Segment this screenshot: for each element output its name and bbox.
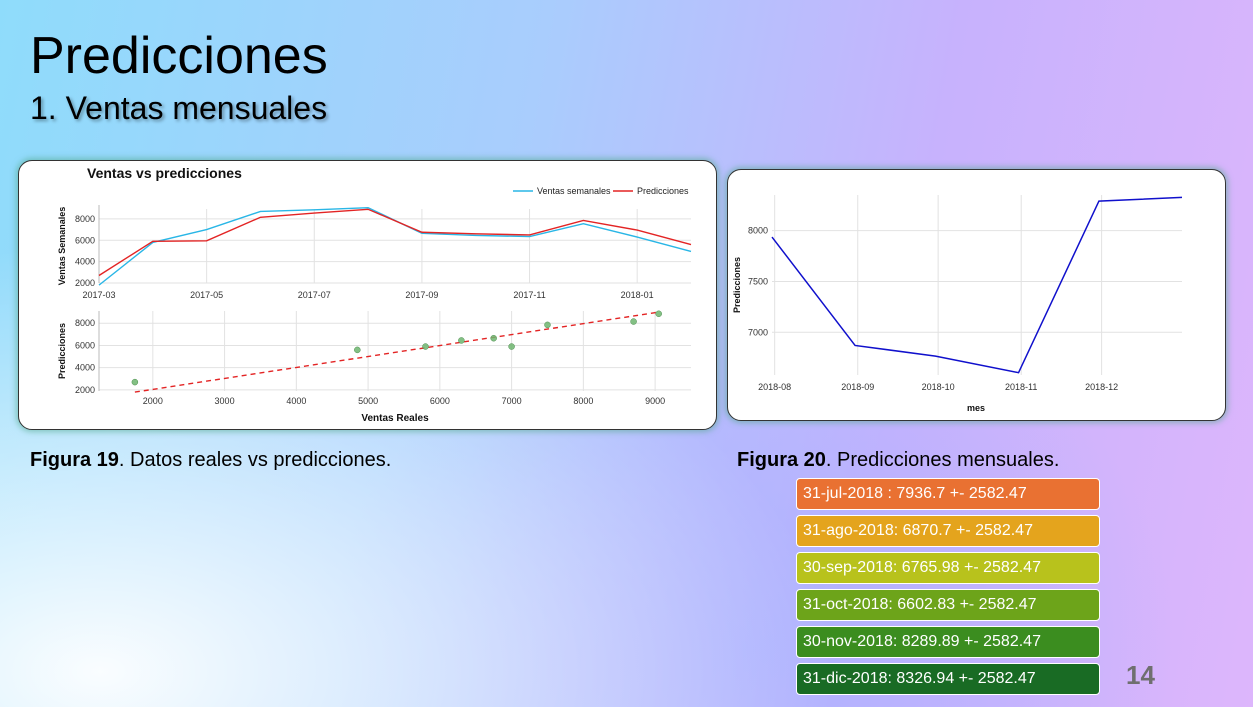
x-tick-label: 7000 (502, 396, 522, 406)
scatter-point (422, 343, 429, 350)
legend-entry: Predicciones (637, 186, 689, 196)
scatter-point (458, 337, 465, 344)
x-tick-label: 6000 (430, 396, 450, 406)
series-line (771, 196, 1183, 374)
x-tick-label: 5000 (358, 396, 378, 406)
x-tick-label: 2018-11 (1005, 382, 1037, 392)
x-tick-label: 2018-10 (922, 382, 955, 392)
prediction-item: 31-dic-2018: 8326.94 +- 2582.47 (796, 663, 1100, 695)
x-tick-label: 2018-08 (758, 382, 791, 392)
page-number: 14 (1126, 660, 1155, 690)
y-tick-label: 7500 (748, 276, 768, 286)
y-tick-label: 7000 (748, 327, 768, 337)
y-tick-label: 6000 (75, 235, 95, 245)
x-tick-label: 2017-11 (513, 290, 545, 300)
slide-title: Predicciones (30, 27, 328, 85)
trend-line (134, 311, 659, 393)
scatter-point (544, 321, 551, 329)
x-tick-label: 2018-12 (1085, 382, 1118, 392)
prediction-item: 31-jul-2018 : 7936.7 +- 2582.47 (796, 478, 1100, 510)
figure-20-label: Figura 20 (737, 449, 826, 471)
x-tick-label: 3000 (215, 396, 235, 406)
y-tick-label: 4000 (75, 363, 95, 373)
figure-20-caption: Figura 20. Predicciones mensuales. (737, 449, 1059, 472)
series-line (98, 208, 692, 277)
y-tick-label: 8000 (748, 226, 768, 236)
legend-entry: Ventas semanales (537, 186, 611, 196)
y-tick-label: 2000 (75, 385, 95, 395)
scatter-point (131, 378, 139, 386)
x-axis-label: Ventas Reales (361, 413, 429, 424)
y-tick-label: 4000 (75, 257, 95, 267)
chart-ventas-vs-predicciones: 2000 4000 6000 8000 2017-03 2017-05 2017-07 201… (57, 165, 692, 424)
x-tick-label: 8000 (573, 396, 593, 406)
y-tick-label: 2000 (75, 278, 95, 288)
scatter-point (630, 318, 637, 325)
y-axis-label: Predicciones (732, 257, 742, 313)
prediction-item: 31-ago-2018: 6870.7 +- 2582.47 (796, 515, 1100, 547)
slide-subtitle: 1. Ventas mensuales (30, 90, 328, 126)
chart-card-mensual: 7000 7500 8000 2018-08 2018-09 2018-10 2018-11… (727, 169, 1226, 421)
x-tick-label: 2017-05 (190, 290, 223, 300)
x-tick-label: 2017-07 (298, 290, 331, 300)
chart-title: Ventas vs predicciones (87, 165, 242, 181)
scatter-point (490, 334, 497, 342)
prediction-item: 30-nov-2018: 8289.89 +- 2582.47 (796, 626, 1100, 658)
x-tick-label: 2018-09 (841, 382, 874, 392)
y-axis-label: Predicciones (57, 323, 67, 379)
y-axis-label: Ventas Semanales (57, 207, 67, 286)
y-tick-label: 8000 (75, 214, 95, 224)
prediction-item: 31-oct-2018: 6602.83 +- 2582.47 (796, 589, 1100, 621)
x-axis-label: mes (967, 403, 985, 413)
y-tick-label: 6000 (75, 340, 95, 350)
scatter-point (655, 310, 662, 318)
scatter-point (354, 346, 361, 354)
chart-card-ventas: 2000 4000 6000 8000 2017-03 2017-05 2017-07 201… (18, 160, 717, 430)
x-tick-label: 2018-01 (621, 290, 654, 300)
y-tick-label: 8000 (75, 318, 95, 328)
scatter-point (508, 343, 515, 350)
chart-predicciones-mensuales: 7000 7500 8000 2018-08 2018-09 2018-10 2018-11… (732, 195, 1183, 413)
predictions-list: 31-jul-2018 : 7936.7 +- 2582.47 31-ago-20… (796, 478, 1100, 700)
figure-19-caption: Figura 19. Datos reales vs predicciones. (30, 449, 391, 472)
figure-19-label: Figura 19 (30, 449, 119, 471)
x-tick-label: 2000 (143, 396, 163, 406)
x-tick-label: 2017-09 (405, 290, 438, 300)
x-tick-label: 2017-03 (82, 290, 115, 300)
figure-19-text: . Datos reales vs predicciones. (118, 449, 392, 471)
x-tick-label: 4000 (286, 396, 306, 406)
x-tick-label: 9000 (645, 396, 665, 406)
figure-20-text: . Predicciones mensuales. (825, 449, 1060, 471)
prediction-item: 30-sep-2018: 6765.98 +- 2582.47 (796, 552, 1100, 584)
